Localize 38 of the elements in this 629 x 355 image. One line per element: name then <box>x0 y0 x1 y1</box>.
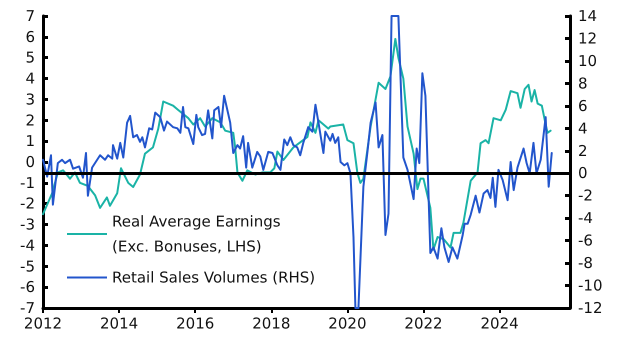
y-tick-label: -3 <box>20 216 35 234</box>
x-tick-label: 2012 <box>24 314 62 332</box>
y-tick-label: -7 <box>20 299 35 317</box>
y2-tick-label: 0 <box>578 164 588 182</box>
y2-tick-label: 10 <box>578 52 598 70</box>
x-tick-label: 2018 <box>252 314 290 332</box>
y-tick-label: -2 <box>20 194 35 213</box>
y2-tick-label: 2 <box>578 142 588 160</box>
y-tick-label: 4 <box>25 70 35 88</box>
y2-tick-label: -6 <box>578 232 593 250</box>
y-tick-label: -5 <box>20 257 35 276</box>
legend-label: Retail Sales Volumes (RHS) <box>112 268 316 286</box>
y2-tick-label: -8 <box>578 254 593 272</box>
y2-tick-label: -10 <box>578 276 602 295</box>
y-tick-label: 5 <box>25 48 35 67</box>
y-tick-label: 1 <box>25 132 35 150</box>
x-tick-label: 2024 <box>480 314 519 332</box>
y2-tick-label: 14 <box>578 7 598 25</box>
y-tick-label: -4 <box>20 236 35 254</box>
y2-tick-label: -2 <box>578 186 593 205</box>
y-tick-label: 2 <box>25 111 35 130</box>
y2-tick-label: -12 <box>578 299 602 317</box>
y2-tick-label: -4 <box>578 209 593 228</box>
y-tick-label: 0 <box>25 153 35 171</box>
y-tick-label: 7 <box>25 7 35 25</box>
y-tick-label: -1 <box>20 174 35 192</box>
legend-label: Real Average Earnings (Exc. Bonuses, LHS) <box>112 212 286 256</box>
y-tick-label: 3 <box>25 90 35 108</box>
y2-tick-label: 4 <box>578 119 588 138</box>
y2-tick-label: 12 <box>578 29 598 48</box>
x-tick-label: 2020 <box>328 314 366 332</box>
y-tick-label: 6 <box>25 28 35 46</box>
y2-tick-label: 8 <box>578 74 588 92</box>
y-tick-label: -6 <box>20 278 35 296</box>
x-tick-label: 2022 <box>404 314 443 332</box>
y2-tick-label: 6 <box>578 96 588 115</box>
x-tick-label: 2016 <box>176 314 214 332</box>
x-tick-label: 2014 <box>100 314 138 332</box>
